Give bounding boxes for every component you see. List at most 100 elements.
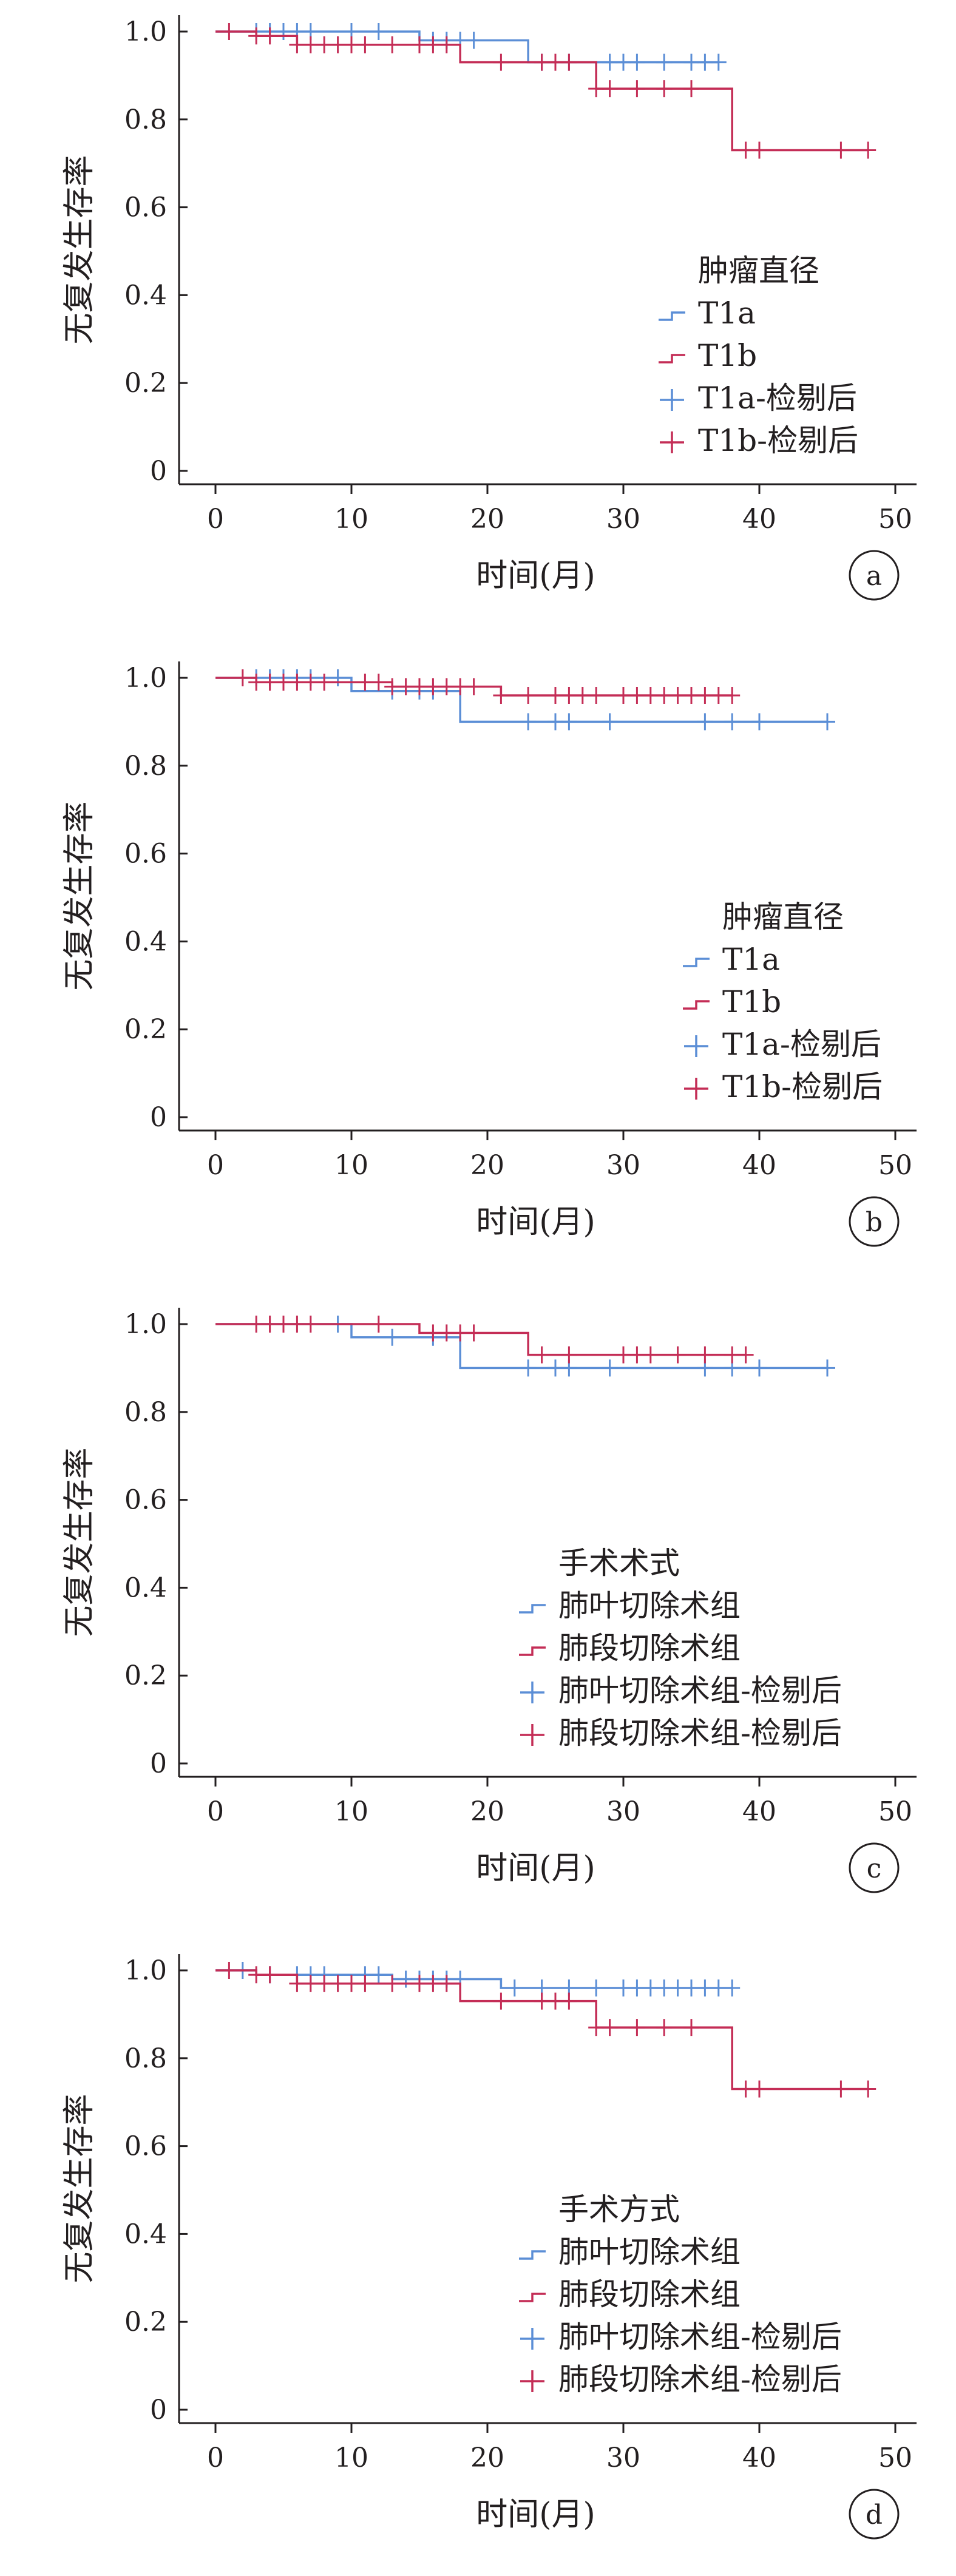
censor-mark <box>656 80 673 98</box>
panel-label: b <box>866 1207 883 1238</box>
censor-mark <box>670 1979 686 1996</box>
censor-mark <box>289 1975 305 1992</box>
chart-panel-b: 0 0.2 0.4 0.6 0.8 1.0 0 10 20 30 40 50 时间(月) 无复发生存率 b 肿… <box>0 646 956 1283</box>
chart-panel-a: 0 0.2 0.4 0.6 0.8 1.0 0 10 20 30 40 50 时间(月) 无复发生存率 a 肿… <box>0 0 956 637</box>
legend-step-icon <box>519 1604 546 1614</box>
censor-mark <box>248 27 265 45</box>
censor-mark <box>330 669 346 686</box>
censor-mark <box>262 27 278 45</box>
censor-mark <box>248 674 265 691</box>
y-tick-label: 1.0 <box>124 1955 167 1986</box>
censor-mark <box>724 1346 741 1364</box>
survival-curve-1 <box>215 677 827 723</box>
y-axis-title: 无复发生存率 <box>61 1447 98 1637</box>
censor-mark <box>629 53 645 71</box>
censor-mark <box>710 53 727 71</box>
survival-curve-2 <box>215 30 869 152</box>
censor-mark <box>316 1975 333 1992</box>
censor-mark <box>615 1979 631 1996</box>
censor-mark <box>425 1975 441 1992</box>
censor-mark <box>629 1346 645 1364</box>
censor-mark <box>724 686 741 704</box>
x-axis-title: 时间(月) <box>476 1850 595 1887</box>
censor-mark <box>276 1316 291 1333</box>
panel-label-circle <box>849 1842 900 1893</box>
censor-mark <box>357 674 373 691</box>
censor-mark <box>302 36 319 53</box>
censor-mark <box>493 686 509 704</box>
censor-mark <box>547 1359 563 1377</box>
censor-mark <box>683 1979 699 1996</box>
y-tick-label: 0 <box>150 1102 167 1133</box>
panel-label: c <box>867 1853 882 1884</box>
censor-mark <box>412 678 427 695</box>
censor-mark <box>588 2019 605 2037</box>
y-tick-label: 0.8 <box>124 1397 167 1428</box>
censor-mark <box>289 36 305 53</box>
censor-mark <box>670 686 686 704</box>
x-axis-title: 时间(月) <box>476 558 595 594</box>
legend-censor-icon <box>520 2328 544 2350</box>
y-tick-label: 0.2 <box>124 368 167 399</box>
censor-mark <box>438 1324 455 1342</box>
y-tick-label: 0 <box>150 456 167 487</box>
censor-mark <box>547 713 563 731</box>
y-axis-title: 无复发生存率 <box>61 2094 98 2283</box>
x-tick-label: 0 <box>207 1150 224 1181</box>
km-plot-d: 0 0.2 0.4 0.6 0.8 1.0 0 10 20 30 40 50 时间(月) 无复发生存率 d 手… <box>61 1954 917 2540</box>
legend-censor-icon <box>520 2370 544 2392</box>
censor-mark <box>466 32 482 49</box>
x-tick-label: 30 <box>606 504 640 535</box>
censor-mark <box>860 2080 876 2098</box>
censor-mark <box>330 36 346 53</box>
x-tick-label: 50 <box>878 504 912 535</box>
legend-entry: 肺段切除术组 <box>558 1631 741 1666</box>
panel-label: d <box>866 2500 883 2530</box>
legend-censor-icon <box>660 389 684 411</box>
censor-mark <box>534 1346 550 1364</box>
censor-mark <box>697 686 713 704</box>
legend-entry: T1b-检剔后 <box>722 1069 883 1104</box>
censor-mark <box>493 1992 509 2010</box>
x-tick-label: 40 <box>742 1796 776 1827</box>
censor-mark <box>221 23 237 40</box>
censor-mark <box>710 686 727 704</box>
censor-mark <box>370 1316 387 1333</box>
legend-entry: 肺叶切除术组-检剔后 <box>558 1673 842 1708</box>
censor-mark <box>751 1359 767 1377</box>
x-tick-label: 30 <box>606 1150 640 1181</box>
km-plot-c: 0 0.2 0.4 0.6 0.8 1.0 0 10 20 30 40 50 时间(月) 无复发生存率 c 手… <box>61 1308 917 1893</box>
km-plot-b: 0 0.2 0.4 0.6 0.8 1.0 0 10 20 30 40 50 时间(月) 无复发生存率 b 肿… <box>61 661 917 1247</box>
x-tick-label: 50 <box>878 1796 912 1827</box>
censor-mark <box>737 2080 754 2098</box>
x-tick-label: 10 <box>334 1796 368 1827</box>
km-plot-a: 0 0.2 0.4 0.6 0.8 1.0 0 10 20 30 40 50 时间(月) 无复发生存率 a 肿… <box>61 15 917 601</box>
censor-mark <box>276 674 291 691</box>
y-axis-title: 无复发生存率 <box>61 801 98 990</box>
censor-mark <box>412 1975 427 1992</box>
censor-mark <box>344 36 359 53</box>
chart-panel-d: 0 0.2 0.4 0.6 0.8 1.0 0 10 20 30 40 50 时间(月) 无复发生存率 d 手… <box>0 1939 956 2576</box>
y-tick-label: 0.6 <box>124 1485 167 1516</box>
censor-mark <box>248 1316 265 1333</box>
x-tick-label: 0 <box>207 1796 224 1827</box>
censor-mark <box>262 1316 278 1333</box>
censor-mark <box>248 1966 265 1984</box>
censor-mark <box>547 53 563 71</box>
y-tick-label: 0.2 <box>124 1014 167 1045</box>
x-tick-label: 40 <box>742 504 776 535</box>
censor-mark <box>520 686 537 704</box>
censor-mark <box>412 36 427 53</box>
censor-mark <box>384 678 401 695</box>
y-tick-label: 0 <box>150 1748 167 1779</box>
censor-mark <box>438 678 455 695</box>
legend-entry: T1a-检剔后 <box>698 380 857 416</box>
censor-mark <box>262 1966 278 1984</box>
y-axis-title: 无复发生存率 <box>61 155 98 344</box>
censor-mark <box>561 53 577 71</box>
censor-mark <box>751 713 767 731</box>
y-tick-label: 0.8 <box>124 104 167 135</box>
censor-mark <box>833 2080 849 2098</box>
panel-label-circle <box>849 1196 900 1247</box>
legend-censor-icon <box>520 1724 544 1746</box>
